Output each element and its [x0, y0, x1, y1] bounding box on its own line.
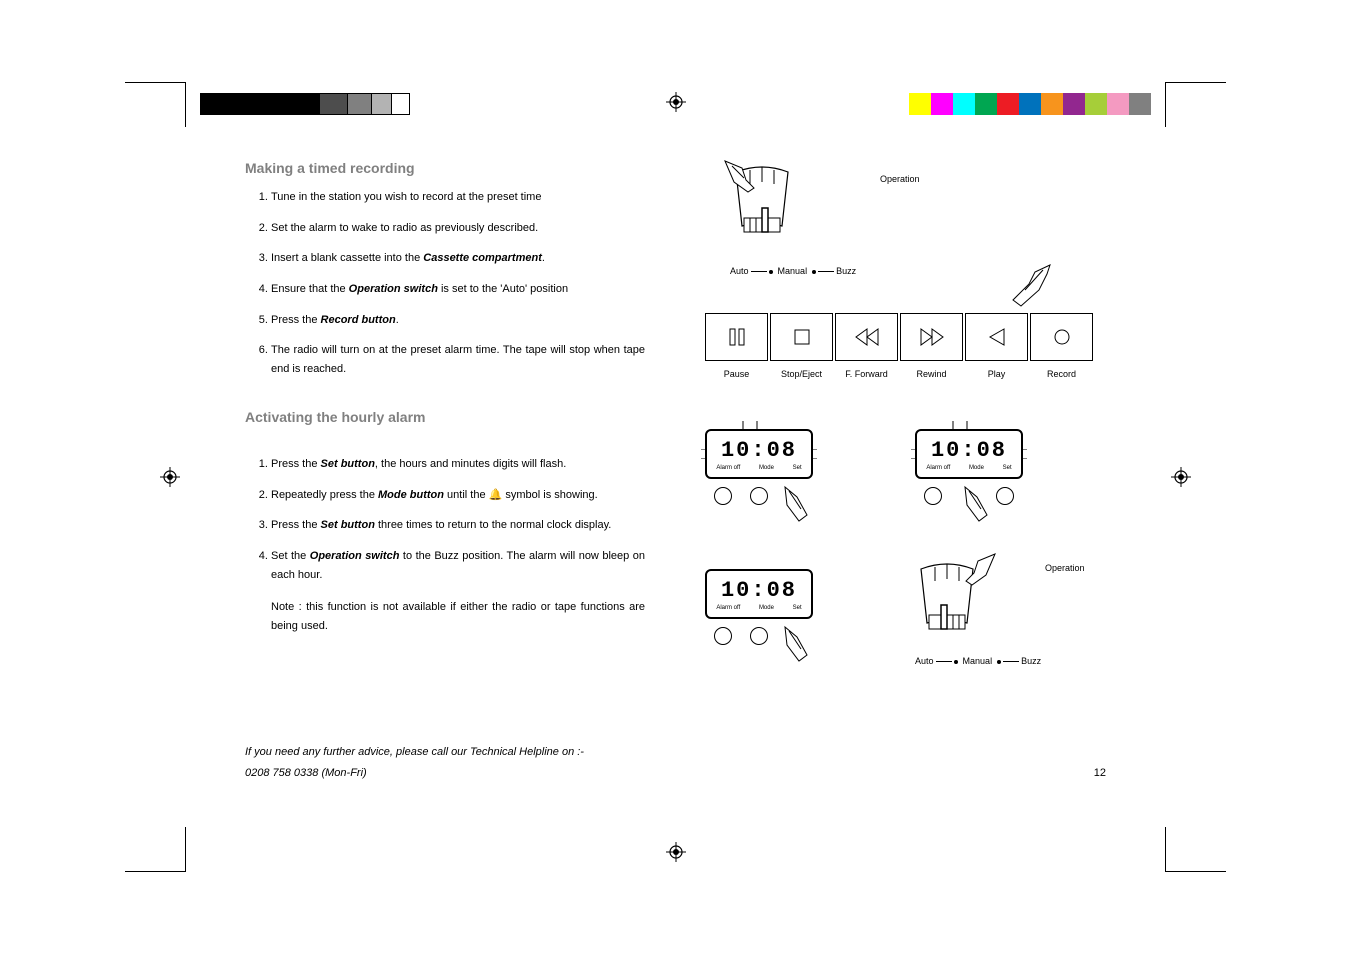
instruction-item: Press the Set button, the hours and minu…: [271, 455, 645, 474]
instruction-item: The radio will turn on at the preset ala…: [271, 341, 645, 378]
record-button: [1030, 313, 1093, 361]
switch-manual-label: Manual: [778, 266, 808, 276]
alarm-off-button: [714, 487, 732, 505]
mode-button: [750, 487, 768, 505]
instruction-item: Tune in the station you wish to record a…: [271, 188, 645, 207]
fast-forward-button: [835, 313, 898, 361]
footer-line1: If you need any further advice, please c…: [245, 746, 584, 758]
instruction-item: Set the Operation switch to the Buzz pos…: [271, 547, 645, 636]
rewind-button: [900, 313, 963, 361]
alarm-off-button: [714, 627, 732, 645]
clock-time: 10:08: [721, 438, 797, 463]
footer-line2: 0208 758 0338 (Mon-Fri): [245, 767, 367, 779]
operation-label: Operation: [880, 174, 920, 184]
crop-mark: [125, 871, 185, 872]
switch-auto-label: Auto: [915, 656, 934, 666]
mode-label: Mode: [969, 465, 984, 471]
cassette-label: Stop/Eject: [770, 369, 833, 379]
hand-pointer-icon: [777, 621, 827, 671]
set-label: Set: [793, 465, 802, 471]
crop-mark: [1166, 82, 1226, 83]
switch-manual-label: Manual: [963, 656, 993, 666]
clock-diagram-step2: 10:08 Alarm off Mode Set: [915, 429, 1040, 505]
pause-button: [705, 313, 768, 361]
cassette-label: Pause: [705, 369, 768, 379]
clock-diagram-step1: 10:08 Alarm off Mode Set: [705, 429, 830, 505]
cassette-label: Rewind: [900, 369, 963, 379]
instruction-item: Repeatedly press the Mode button until t…: [271, 486, 645, 505]
crop-mark: [1166, 871, 1226, 872]
print-color-bars-left: [200, 93, 410, 115]
footer-helpline: If you need any further advice, please c…: [245, 742, 645, 784]
hand-pointer-icon: [777, 481, 827, 531]
switch-positions-label: Auto Manual Buzz: [915, 656, 1075, 666]
crop-mark: [125, 82, 185, 83]
clock-time: 10:08: [931, 438, 1007, 463]
switch-buzz-label: Buzz: [836, 266, 856, 276]
registration-mark-icon: [666, 842, 686, 862]
operation-switch-diagram-buzz: Operation Auto Manual: [915, 557, 1075, 666]
crop-mark: [185, 827, 186, 872]
instruction-item: Press the Set button three times to retu…: [271, 516, 645, 535]
switch-positions-label: Auto Manual Buzz: [730, 266, 890, 276]
print-color-bars-right: [909, 93, 1151, 115]
alarm-off-label: Alarm off: [716, 605, 740, 611]
alarm-off-label: Alarm off: [926, 465, 950, 471]
mode-label: Mode: [759, 465, 774, 471]
cassette-button-labels: PauseStop/EjectF. ForwardRewindPlayRecor…: [705, 369, 1105, 379]
section-heading-recording: Making a timed recording: [245, 160, 645, 176]
instruction-item: Set the alarm to wake to radio as previo…: [271, 219, 645, 238]
play-button: [965, 313, 1028, 361]
mode-button: [750, 627, 768, 645]
section-heading-hourly-alarm: Activating the hourly alarm: [245, 409, 645, 425]
hand-pointer-icon: [722, 158, 762, 198]
page-number: 12: [1094, 767, 1106, 779]
cassette-button-row: [705, 313, 1105, 361]
instruction-item: Insert a blank cassette into the Cassett…: [271, 249, 645, 268]
switch-buzz-label: Buzz: [1021, 656, 1041, 666]
cassette-label: Play: [965, 369, 1028, 379]
set-label: Set: [1003, 465, 1012, 471]
hand-pointer-icon: [995, 260, 1065, 320]
crop-mark: [1165, 82, 1166, 127]
registration-mark-icon: [160, 467, 180, 487]
registration-mark-icon: [666, 92, 686, 112]
crop-mark: [185, 82, 186, 127]
stop-eject-button: [770, 313, 833, 361]
alarm-off-label: Alarm off: [716, 465, 740, 471]
cassette-label: F. Forward: [835, 369, 898, 379]
set-label: Set: [793, 605, 802, 611]
hand-pointer-icon: [957, 481, 1007, 531]
clock-diagram-step3: 10:08 Alarm off Mode Set: [705, 569, 830, 645]
registration-mark-icon: [1171, 467, 1191, 487]
hand-pointer-icon: [960, 551, 1000, 591]
alarm-off-button: [924, 487, 942, 505]
clock-time: 10:08: [721, 578, 797, 603]
instruction-item: Ensure that the Operation switch is set …: [271, 280, 645, 299]
switch-auto-label: Auto: [730, 266, 749, 276]
crop-mark: [1165, 827, 1166, 872]
instruction-item: Press the Record button.: [271, 311, 645, 330]
operation-label: Operation: [1045, 563, 1085, 573]
instruction-list-hourly-alarm: Press the Set button, the hours and minu…: [245, 455, 645, 636]
mode-label: Mode: [759, 605, 774, 611]
instruction-list-recording: Tune in the station you wish to record a…: [245, 188, 645, 379]
cassette-label: Record: [1030, 369, 1093, 379]
